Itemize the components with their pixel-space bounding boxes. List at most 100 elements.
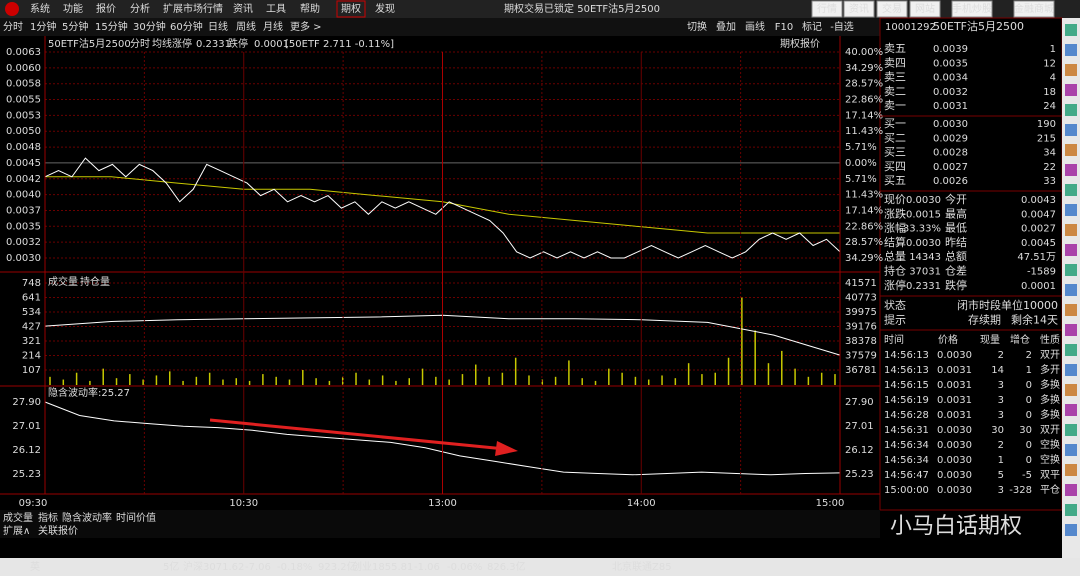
menu-item[interactable]: 帮助 — [300, 2, 320, 15]
trade-cell: 14:56:31 — [884, 425, 929, 436]
indicator-tab[interactable]: 时间价值 — [116, 511, 156, 524]
side-icon[interactable] — [1065, 184, 1077, 196]
chart-info: 50ETF沽5月2500 — [48, 37, 131, 50]
trade-header: 增仓 — [1010, 333, 1030, 346]
side-icon[interactable] — [1065, 304, 1077, 316]
side-icon[interactable] — [1065, 344, 1077, 356]
trade-cell: -5 — [1022, 470, 1032, 481]
menu-button[interactable]: 行情 — [817, 2, 837, 15]
side-icon[interactable] — [1065, 484, 1077, 496]
side-icon[interactable] — [1065, 324, 1077, 336]
period-tab[interactable]: 5分钟 — [62, 20, 88, 33]
period-tab[interactable]: 周线 — [236, 20, 256, 33]
side-icon[interactable] — [1065, 504, 1077, 516]
iv-tick-right: 27.90 — [845, 397, 874, 408]
iv-title: 隐含波动率:25.27 — [48, 386, 130, 399]
period-tab[interactable]: 60分钟 — [170, 20, 203, 33]
pct-tick: 17.14% — [845, 205, 883, 216]
tool-button[interactable]: 叠加 — [716, 21, 736, 33]
book-volume: 22 — [1043, 162, 1056, 173]
status-text: 北京联通Z85 — [612, 560, 672, 573]
quote-link[interactable]: 期权报价 — [780, 37, 820, 50]
tool-button[interactable]: 画线 — [745, 20, 765, 33]
period-tab[interactable]: 更多 > — [290, 20, 322, 33]
price-tick: 0.0050 — [6, 126, 41, 137]
side-icon[interactable] — [1065, 364, 1077, 376]
stat-label: 总额 — [945, 249, 967, 263]
side-icon[interactable] — [1065, 384, 1077, 396]
side-icon[interactable] — [1065, 84, 1077, 96]
trade-cell: 14:56:34 — [884, 455, 929, 466]
side-icon[interactable] — [1065, 224, 1077, 236]
menu-button[interactable]: 手机炒股 — [952, 2, 992, 15]
menu-item[interactable]: 发现 — [375, 2, 395, 15]
side-icon[interactable] — [1065, 524, 1077, 536]
book-label: 买二 — [884, 131, 906, 144]
menu-button[interactable]: 金融商城 — [1014, 2, 1054, 15]
menu-button[interactable]: 网站 — [915, 2, 935, 15]
menu-item[interactable]: 期权 — [341, 2, 361, 15]
side-icon[interactable] — [1065, 284, 1077, 296]
tool-button[interactable]: -自选 — [830, 20, 854, 33]
book-volume: 18 — [1043, 87, 1056, 98]
chart-info: 跌停 — [228, 37, 248, 50]
stat-label: 持仓 — [884, 264, 906, 278]
bottom-tab[interactable]: 关联报价 — [38, 524, 78, 537]
trade-cell: 0.0030 — [937, 425, 972, 436]
oi-tick: 37579 — [845, 351, 877, 362]
menu-item[interactable]: 资讯 — [233, 3, 253, 15]
menu-item[interactable]: 工具 — [266, 3, 286, 15]
status-text: 1855.81 — [372, 562, 413, 573]
menu-item[interactable]: 分析 — [130, 2, 150, 15]
side-icon[interactable] — [1065, 104, 1077, 116]
indicator-tab[interactable]: 指标 — [38, 511, 58, 524]
period-tab[interactable]: 日线 — [208, 20, 228, 33]
status-text: 826.3亿 — [487, 560, 526, 573]
indicator-tab[interactable]: 隐含波动率 — [62, 511, 112, 524]
bottom-tab[interactable]: 扩展∧ — [3, 524, 30, 537]
book-label: 卖四 — [884, 56, 906, 69]
menu-button[interactable]: 交易 — [882, 2, 902, 15]
side-icon[interactable] — [1065, 204, 1077, 216]
period-tab[interactable]: 30分钟 — [133, 20, 166, 33]
side-icon[interactable] — [1065, 44, 1077, 56]
indicator-tab[interactable]: 成交量 — [3, 511, 33, 524]
menu-item[interactable]: 功能 — [63, 2, 83, 15]
side-icon[interactable] — [1065, 264, 1077, 276]
tool-button[interactable]: 切换 — [687, 20, 707, 33]
stat-label: 仓差 — [945, 264, 967, 278]
tool-button[interactable]: F10 — [775, 22, 793, 33]
side-icon[interactable] — [1065, 124, 1077, 136]
side-icon[interactable] — [1065, 164, 1077, 176]
period-tab[interactable]: 1分钟 — [30, 20, 56, 33]
menu-item[interactable]: 报价 — [96, 2, 116, 15]
side-icon[interactable] — [1065, 464, 1077, 476]
period-tab[interactable]: 15分钟 — [95, 20, 128, 33]
side-icon[interactable] — [1065, 424, 1077, 436]
side-icon[interactable] — [1065, 444, 1077, 456]
tab-area — [0, 510, 880, 538]
trade-cell: 双开 — [1040, 349, 1060, 361]
trade-cell: 1 — [1026, 365, 1032, 376]
side-icon[interactable] — [1065, 144, 1077, 156]
tool-button[interactable]: 标记 — [802, 21, 822, 33]
book-label: 卖五 — [884, 42, 906, 55]
volume-tick: 321 — [22, 336, 41, 347]
period-tab[interactable]: 分时 — [3, 21, 23, 33]
side-icon[interactable] — [1065, 24, 1077, 36]
book-price: 0.0034 — [933, 73, 968, 84]
period-tab[interactable]: 月线 — [263, 20, 283, 33]
pct-tick: 11.43% — [845, 126, 883, 137]
volume-tick: 214 — [22, 351, 41, 362]
menu-button[interactable]: 资讯 — [849, 3, 869, 15]
menu-item[interactable]: 扩展市场行情 — [163, 2, 223, 15]
book-label: 卖三 — [884, 71, 906, 84]
trade-cell: 2 — [998, 350, 1004, 361]
trade-cell: 2 — [1026, 350, 1032, 361]
oi-tick: 39975 — [845, 307, 877, 318]
side-icon[interactable] — [1065, 404, 1077, 416]
side-icon[interactable] — [1065, 64, 1077, 76]
side-icon[interactable] — [1065, 244, 1077, 256]
menu-item[interactable]: 系统 — [30, 2, 50, 15]
